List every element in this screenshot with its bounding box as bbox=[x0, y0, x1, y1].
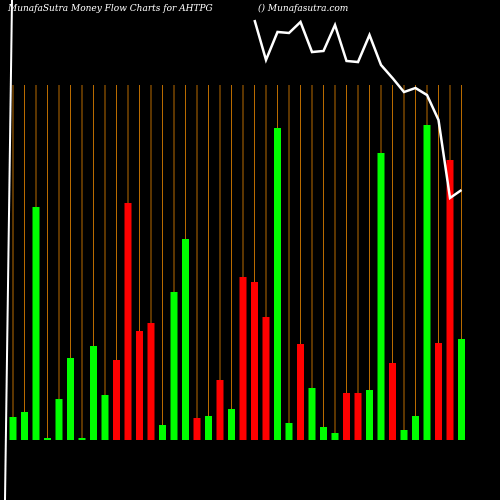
decor-line bbox=[4, 0, 13, 500]
bar bbox=[389, 363, 396, 440]
bar bbox=[216, 380, 224, 440]
bar bbox=[32, 207, 40, 440]
bar bbox=[113, 360, 120, 440]
bar bbox=[67, 358, 74, 440]
bar bbox=[343, 393, 350, 440]
bar bbox=[205, 416, 212, 440]
bar bbox=[377, 153, 385, 440]
bar bbox=[297, 344, 304, 440]
bar bbox=[170, 292, 178, 440]
bar bbox=[285, 423, 293, 440]
bar bbox=[159, 425, 166, 440]
bar bbox=[101, 395, 109, 440]
bar bbox=[124, 203, 132, 440]
bar bbox=[320, 427, 327, 440]
bar bbox=[458, 339, 465, 440]
money-flow-line bbox=[253, 19, 463, 201]
bar bbox=[262, 317, 270, 440]
bar bbox=[366, 390, 373, 440]
bar bbox=[182, 239, 189, 440]
bar bbox=[308, 388, 316, 440]
bar bbox=[44, 438, 51, 440]
bar bbox=[400, 430, 408, 440]
bar bbox=[446, 160, 454, 440]
chart-title: MunafaSutra Money Flow Charts for AHTPG bbox=[7, 4, 213, 14]
bar bbox=[423, 125, 431, 440]
bar bbox=[193, 418, 201, 440]
bar bbox=[239, 277, 247, 440]
bar bbox=[331, 433, 339, 440]
bar bbox=[412, 416, 419, 440]
bar bbox=[78, 438, 86, 440]
bar bbox=[136, 331, 143, 440]
bar bbox=[354, 393, 362, 440]
bar bbox=[55, 399, 63, 440]
bar bbox=[274, 128, 281, 440]
bar bbox=[228, 409, 235, 440]
bar bbox=[435, 343, 442, 440]
chart-subtitle: () Munafasutra.com bbox=[258, 3, 348, 14]
bar bbox=[251, 282, 258, 440]
bar bbox=[147, 323, 155, 440]
bar bbox=[21, 412, 28, 440]
bar bbox=[9, 417, 17, 440]
bar bbox=[90, 346, 97, 440]
